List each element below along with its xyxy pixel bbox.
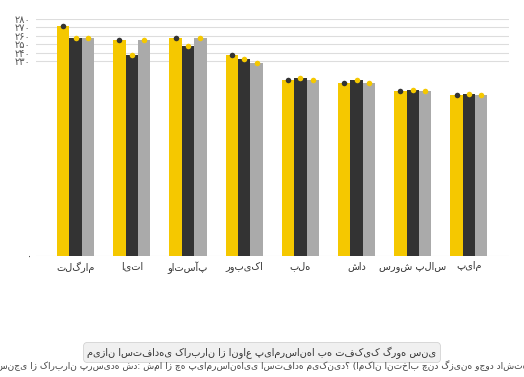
Bar — [70, 38, 82, 256]
Bar — [407, 90, 419, 256]
Bar — [463, 93, 475, 256]
Bar — [419, 91, 431, 256]
Bar — [238, 59, 250, 256]
Bar — [363, 83, 375, 256]
Bar — [338, 83, 351, 256]
Bar — [451, 95, 463, 256]
Bar — [250, 63, 263, 256]
Text: در نظرسنجی از کاربران پرسیده شد: شما از چه پیامرسان‌هایی استفاده میکنید؟ (امکان : در نظرسنجی از کاربران پرسیده شد: شما از … — [0, 360, 524, 371]
Bar — [282, 80, 294, 256]
Bar — [394, 91, 407, 256]
Bar — [475, 95, 487, 256]
Bar — [82, 38, 94, 256]
Bar — [226, 55, 238, 256]
Bar — [182, 46, 194, 256]
Bar — [113, 40, 126, 256]
Bar — [307, 80, 319, 256]
Bar — [126, 55, 138, 256]
Bar — [169, 38, 182, 256]
Bar — [294, 78, 307, 256]
Bar — [57, 26, 70, 256]
Text: میزان استفادهی کاربران از انواع پیامرسان‌ها به تفکیک گروه سنی: میزان استفادهی کاربران از انواع پیامرسان… — [88, 346, 436, 359]
Bar — [138, 40, 150, 256]
Bar — [194, 38, 206, 256]
Bar — [351, 80, 363, 256]
